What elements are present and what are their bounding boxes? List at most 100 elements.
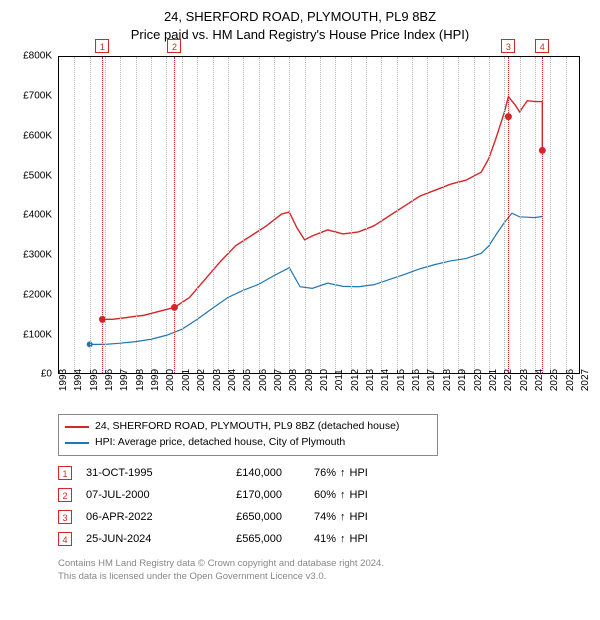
gridline xyxy=(381,57,382,373)
x-tick-label: 2013 xyxy=(365,369,376,391)
event-hpi-suffix: HPI xyxy=(350,511,368,523)
event-price: £650,000 xyxy=(210,511,300,523)
x-tick-label: 2014 xyxy=(380,369,391,391)
gridline xyxy=(151,57,152,373)
legend: 24, SHERFORD ROAD, PLYMOUTH, PL9 8BZ (de… xyxy=(58,414,438,456)
event-row: 306-APR-2022£650,00074%↑HPI xyxy=(58,506,580,528)
arrow-up-icon: ↑ xyxy=(340,533,346,545)
event-hpi: 41%↑HPI xyxy=(314,533,368,545)
gridline xyxy=(274,57,275,373)
x-tick-label: 2008 xyxy=(288,369,299,391)
gridline xyxy=(166,57,167,373)
legend-swatch xyxy=(65,426,89,428)
x-tick-label: 1993 xyxy=(58,369,69,391)
attribution: Contains HM Land Registry data © Crown c… xyxy=(58,558,580,584)
y-tick-label: £500K xyxy=(23,170,52,181)
event-row-marker: 2 xyxy=(58,488,72,502)
x-tick-label: 2023 xyxy=(519,369,530,391)
gridline xyxy=(197,57,198,373)
legend-item: HPI: Average price, detached house, City… xyxy=(65,435,431,451)
plot-region: 1234 xyxy=(58,56,580,374)
event-hpi: 60%↑HPI xyxy=(314,489,368,501)
x-tick-label: 2024 xyxy=(534,369,545,391)
x-tick-label: 1995 xyxy=(89,369,100,391)
event-hpi-suffix: HPI xyxy=(350,467,368,479)
x-tick-label: 1996 xyxy=(104,369,115,391)
attribution-line-2: This data is licensed under the Open Gov… xyxy=(58,571,580,584)
x-tick-label: 2007 xyxy=(273,369,284,391)
x-tick-label: 2027 xyxy=(580,369,591,391)
chart-area: £0£100K£200K£300K£400K£500K£600K£700K£80… xyxy=(10,50,590,410)
y-tick-label: £100K xyxy=(23,329,52,340)
event-marker-line xyxy=(542,57,543,373)
x-tick-label: 2010 xyxy=(319,369,330,391)
y-tick-label: £700K xyxy=(23,91,52,102)
x-tick-label: 2017 xyxy=(426,369,437,391)
x-tick-label: 2018 xyxy=(442,369,453,391)
gridline xyxy=(504,57,505,373)
event-row: 207-JUL-2000£170,00060%↑HPI xyxy=(58,484,580,506)
event-hpi-suffix: HPI xyxy=(350,489,368,501)
gridline xyxy=(566,57,567,373)
event-hpi-suffix: HPI xyxy=(350,533,368,545)
event-marker-line xyxy=(102,57,103,373)
gridline xyxy=(182,57,183,373)
attribution-line-1: Contains HM Land Registry data © Crown c… xyxy=(58,558,580,571)
legend-label: HPI: Average price, detached house, City… xyxy=(95,435,345,451)
gridline xyxy=(136,57,137,373)
event-row-marker: 1 xyxy=(58,466,72,480)
y-axis: £0£100K£200K£300K£400K£500K£600K£700K£80… xyxy=(10,56,56,374)
x-tick-label: 2020 xyxy=(473,369,484,391)
x-tick-label: 1999 xyxy=(150,369,161,391)
event-price: £170,000 xyxy=(210,489,300,501)
arrow-up-icon: ↑ xyxy=(340,511,346,523)
gridline xyxy=(305,57,306,373)
x-tick-label: 2012 xyxy=(350,369,361,391)
event-hpi: 76% ↑ HPI xyxy=(314,467,368,479)
event-pct: 74% xyxy=(314,511,336,523)
legend-item: 24, SHERFORD ROAD, PLYMOUTH, PL9 8BZ (de… xyxy=(65,419,431,435)
x-tick-label: 2026 xyxy=(565,369,576,391)
arrow-up-icon: ↑ xyxy=(340,489,346,501)
x-tick-label: 2003 xyxy=(212,369,223,391)
gridline xyxy=(351,57,352,373)
gridline xyxy=(213,57,214,373)
gridline xyxy=(366,57,367,373)
event-date: 07-JUL-2000 xyxy=(86,489,196,501)
gridline xyxy=(105,57,106,373)
y-tick-label: £200K xyxy=(23,289,52,300)
events-table: 131-OCT-1995£140,00076%↑HPI207-JUL-2000£… xyxy=(58,462,580,550)
event-row: 425-JUN-2024£565,00041%↑HPI xyxy=(58,528,580,550)
series-line xyxy=(90,214,543,345)
event-pct: 76% xyxy=(314,467,336,479)
x-tick-label: 2000 xyxy=(165,369,176,391)
gridline xyxy=(458,57,459,373)
x-tick-label: 2016 xyxy=(411,369,422,391)
event-hpi: 74% ↑ HPI xyxy=(314,511,368,523)
event-row-marker: 4 xyxy=(58,532,72,546)
y-tick-label: £0 xyxy=(41,369,52,380)
gridline xyxy=(259,57,260,373)
event-row-marker: 3 xyxy=(58,510,72,524)
gridline xyxy=(120,57,121,373)
event-marker-box: 4 xyxy=(535,39,549,53)
arrow-up-icon: ↑ xyxy=(340,467,346,479)
event-marker-box: 1 xyxy=(95,39,109,53)
y-tick-label: £300K xyxy=(23,250,52,261)
x-tick-label: 1994 xyxy=(73,369,84,391)
x-tick-label: 2002 xyxy=(196,369,207,391)
y-tick-label: £600K xyxy=(23,130,52,141)
gridline xyxy=(289,57,290,373)
x-tick-label: 2022 xyxy=(503,369,514,391)
chart-svg xyxy=(59,57,579,373)
chart-container: 24, SHERFORD ROAD, PLYMOUTH, PL9 8BZ Pri… xyxy=(0,0,600,620)
gridline xyxy=(443,57,444,373)
event-price: £565,000 xyxy=(210,533,300,545)
title-line-1: 24, SHERFORD ROAD, PLYMOUTH, PL9 8BZ xyxy=(10,8,590,26)
event-marker-line xyxy=(174,57,175,373)
event-row: 131-OCT-1995£140,00076%↑HPI xyxy=(58,462,580,484)
gridline xyxy=(90,57,91,373)
gridline xyxy=(474,57,475,373)
x-tick-label: 1998 xyxy=(135,369,146,391)
event-price: £140,000 xyxy=(210,467,300,479)
